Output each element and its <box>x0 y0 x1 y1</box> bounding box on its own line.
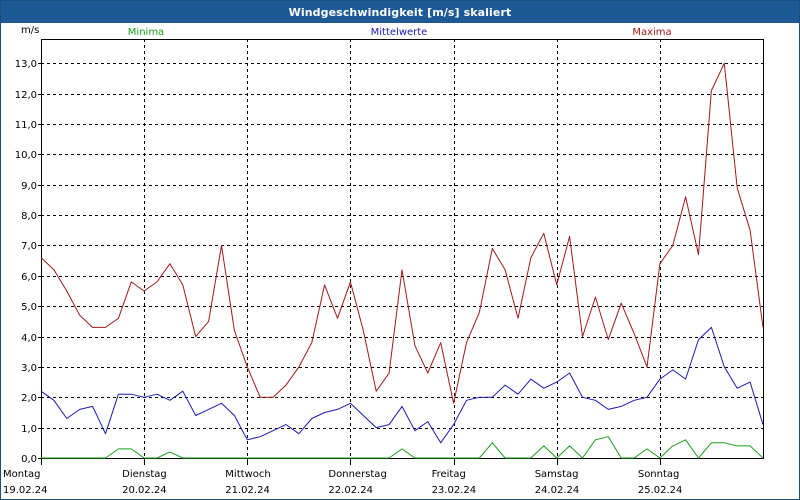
ytick-label-6-0: 6,0 <box>21 272 37 283</box>
legend-maxima: Maxima <box>632 27 671 38</box>
plot-frame <box>41 39 764 459</box>
day-label-donnerstag: Donnerstag <box>328 469 386 480</box>
wind-speed-chart: 0,0 1,0 2,0 3,0 4,0 5,0 6,0 7,0 8,0 9,0 10,0 11,0 12… <box>3 25 764 496</box>
date-label-24-02-24: 24.02.24 <box>535 485 580 496</box>
day-label-sonntag: Sonntag <box>638 469 680 480</box>
ytick-label-4-0: 4,0 <box>21 333 37 344</box>
legend-minima: Minima <box>128 27 164 38</box>
legend-mittelwerte: Mittelwerte <box>371 27 428 38</box>
date-label-22-02-24: 22.02.24 <box>328 485 373 496</box>
ytick-label-1-0: 1,0 <box>21 424 37 435</box>
date-label-23-02-24: 23.02.24 <box>432 485 477 496</box>
ytick-label-5-0: 5,0 <box>21 302 37 313</box>
ytick-label-0-0: 0,0 <box>21 454 37 465</box>
day-label-mittwoch: Mittwoch <box>225 469 270 480</box>
day-label-freitag: Freitag <box>432 469 466 480</box>
ytick-label-12-0: 12,0 <box>15 90 37 101</box>
series-line-maxima <box>40 62 764 404</box>
date-label-21-02-24: 21.02.24 <box>225 485 270 496</box>
series-line-mittelwerte <box>40 326 764 444</box>
y-axis-unit: m/s <box>21 25 39 36</box>
day-label-montag: Montag <box>3 469 40 480</box>
day-label-samstag: Samstag <box>535 469 579 480</box>
ytick-label-11-0: 11,0 <box>15 120 37 131</box>
ytick-label-13-0: 13,0 <box>15 59 37 70</box>
date-label-20-02-24: 20.02.24 <box>122 485 167 496</box>
ytick-label-9-0: 9,0 <box>21 181 37 192</box>
series-line-minima <box>41 436 764 459</box>
ytick-label-8-0: 8,0 <box>21 211 37 222</box>
ytick-label-10-0: 10,0 <box>15 150 37 161</box>
window-title: Windgeschwindigkeit [m/s] skaliert <box>1 1 799 23</box>
ytick-label-2-0: 2,0 <box>21 393 37 404</box>
ytick-label-7-0: 7,0 <box>21 241 37 252</box>
date-label-19-02-24: 19.02.24 <box>3 485 48 496</box>
ytick-label-3-0: 3,0 <box>21 363 37 374</box>
day-label-dienstag: Dienstag <box>122 469 167 480</box>
date-label-25-02-24: 25.02.24 <box>638 485 683 496</box>
